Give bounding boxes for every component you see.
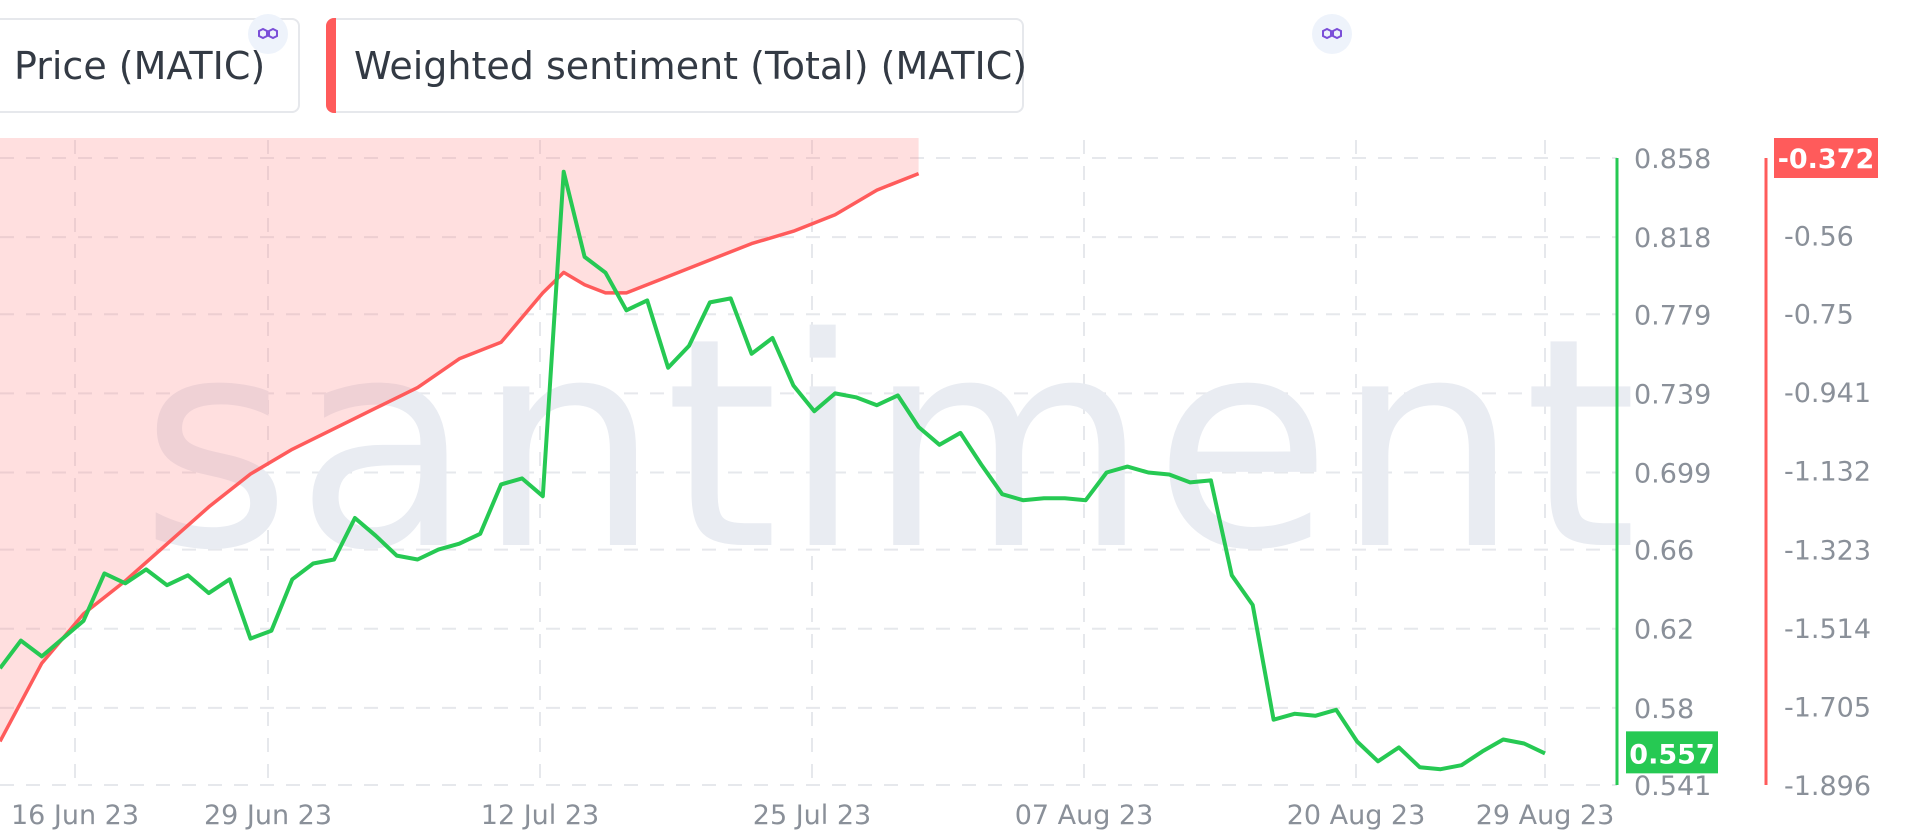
sentiment-current-bg bbox=[1774, 138, 1878, 178]
sentiment-tick-label: -0.941 bbox=[1784, 378, 1871, 409]
sentiment-current-text: -0.372 bbox=[1778, 144, 1875, 175]
price-current-text: 0.557 bbox=[1629, 739, 1714, 770]
sentiment-current-value-tag: -0.372 bbox=[1774, 138, 1878, 178]
price-tick-label: 0.58 bbox=[1634, 694, 1694, 725]
date-tick-label: 20 Aug 23 bbox=[1287, 800, 1426, 831]
sentiment-tick-label: -0.56 bbox=[1784, 221, 1854, 252]
date-tick-label: 07 Aug 23 bbox=[1015, 800, 1154, 831]
price-tick-label: 0.858 bbox=[1634, 144, 1711, 175]
sentiment-tick-label: -0.75 bbox=[1784, 300, 1854, 331]
date-axis-ticks: 16 Jun 23 29 Jun 23 12 Jul 23 25 Jul 23 07 A… bbox=[11, 800, 1614, 831]
price-tick-label: 0.541 bbox=[1634, 771, 1711, 802]
sentiment-axis-ticks: -0.56 -0.75 -0.941 -1.132 -1.323 -1.514 -1.705… bbox=[1784, 221, 1871, 802]
santiment-watermark: santiment bbox=[140, 277, 1641, 614]
price-tick-label: 0.818 bbox=[1634, 223, 1711, 254]
sentiment-tick-label: -1.705 bbox=[1784, 692, 1871, 723]
sentiment-tick-label: -1.896 bbox=[1784, 771, 1871, 802]
sentiment-area-fill bbox=[0, 138, 919, 742]
date-tick-label: 25 Jul 23 bbox=[753, 800, 871, 831]
sentiment-color-bar bbox=[326, 18, 336, 113]
date-tick-label: 16 Jun 23 bbox=[11, 800, 139, 831]
date-tick-label: 29 Jun 23 bbox=[204, 800, 332, 831]
price-tick-label: 0.739 bbox=[1634, 379, 1711, 410]
legend-sentiment[interactable]: Weighted sentiment (Total) (MATIC) bbox=[326, 14, 1352, 113]
price-tick-label: 0.779 bbox=[1634, 300, 1711, 331]
price-tick-label: 0.62 bbox=[1634, 615, 1694, 646]
sentiment-line bbox=[0, 171, 920, 743]
price-current-value-tag: 0.557 bbox=[1626, 731, 1718, 774]
legend-price[interactable]: Price (MATIC) bbox=[0, 14, 300, 113]
legend-sentiment-label: Weighted sentiment (Total) (MATIC) bbox=[354, 43, 1028, 88]
date-tick-label: 12 Jul 23 bbox=[481, 800, 599, 831]
chart-grid bbox=[0, 140, 1617, 786]
price-axis-ticks: 0.858 0.818 0.779 0.739 0.699 0.66 0.62 0.58 0.5… bbox=[1634, 144, 1711, 802]
price-tick-label: 0.66 bbox=[1634, 536, 1694, 567]
legend-price-label: Price (MATIC) bbox=[14, 43, 266, 88]
price-current-bg bbox=[1626, 731, 1718, 774]
polygon-token-icon bbox=[1312, 14, 1352, 54]
price-line bbox=[0, 169, 1546, 772]
sentiment-tick-label: -1.132 bbox=[1784, 457, 1871, 488]
sentiment-tick-label: -1.323 bbox=[1784, 535, 1871, 566]
date-tick-label: 29 Aug 23 bbox=[1476, 800, 1615, 831]
sentiment-tick-label: -1.514 bbox=[1784, 614, 1871, 645]
price-tick-label: 0.699 bbox=[1634, 458, 1711, 489]
polygon-token-icon bbox=[248, 14, 288, 54]
